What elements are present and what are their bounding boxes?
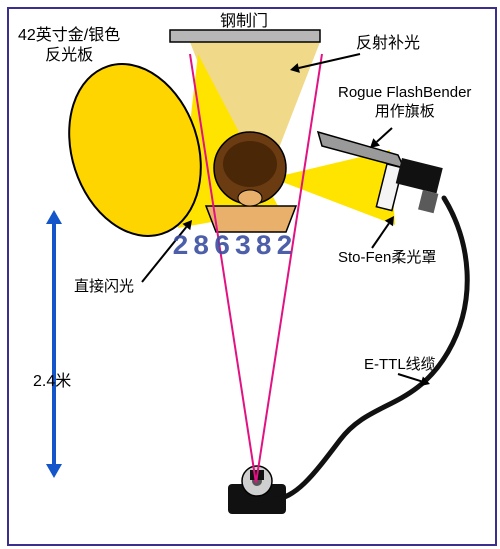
label-stofen: Sto-Fen柔光罩 [338,249,436,268]
label-direct-flash: 直接闪光 [74,278,134,297]
watermark-text: 286382 [172,232,297,263]
label-rogue: Rogue FlashBender 用作旗板 [338,84,471,122]
label-reflector: 42英寸金/银色 反光板 [18,26,120,66]
label-distance: 2.4米 [33,372,71,392]
label-bounce: 反射补光 [356,34,420,54]
label-door: 钢制门 [220,12,268,32]
label-ettl: E-TTL线缆 [364,356,436,375]
lighting-diagram [0,0,500,549]
